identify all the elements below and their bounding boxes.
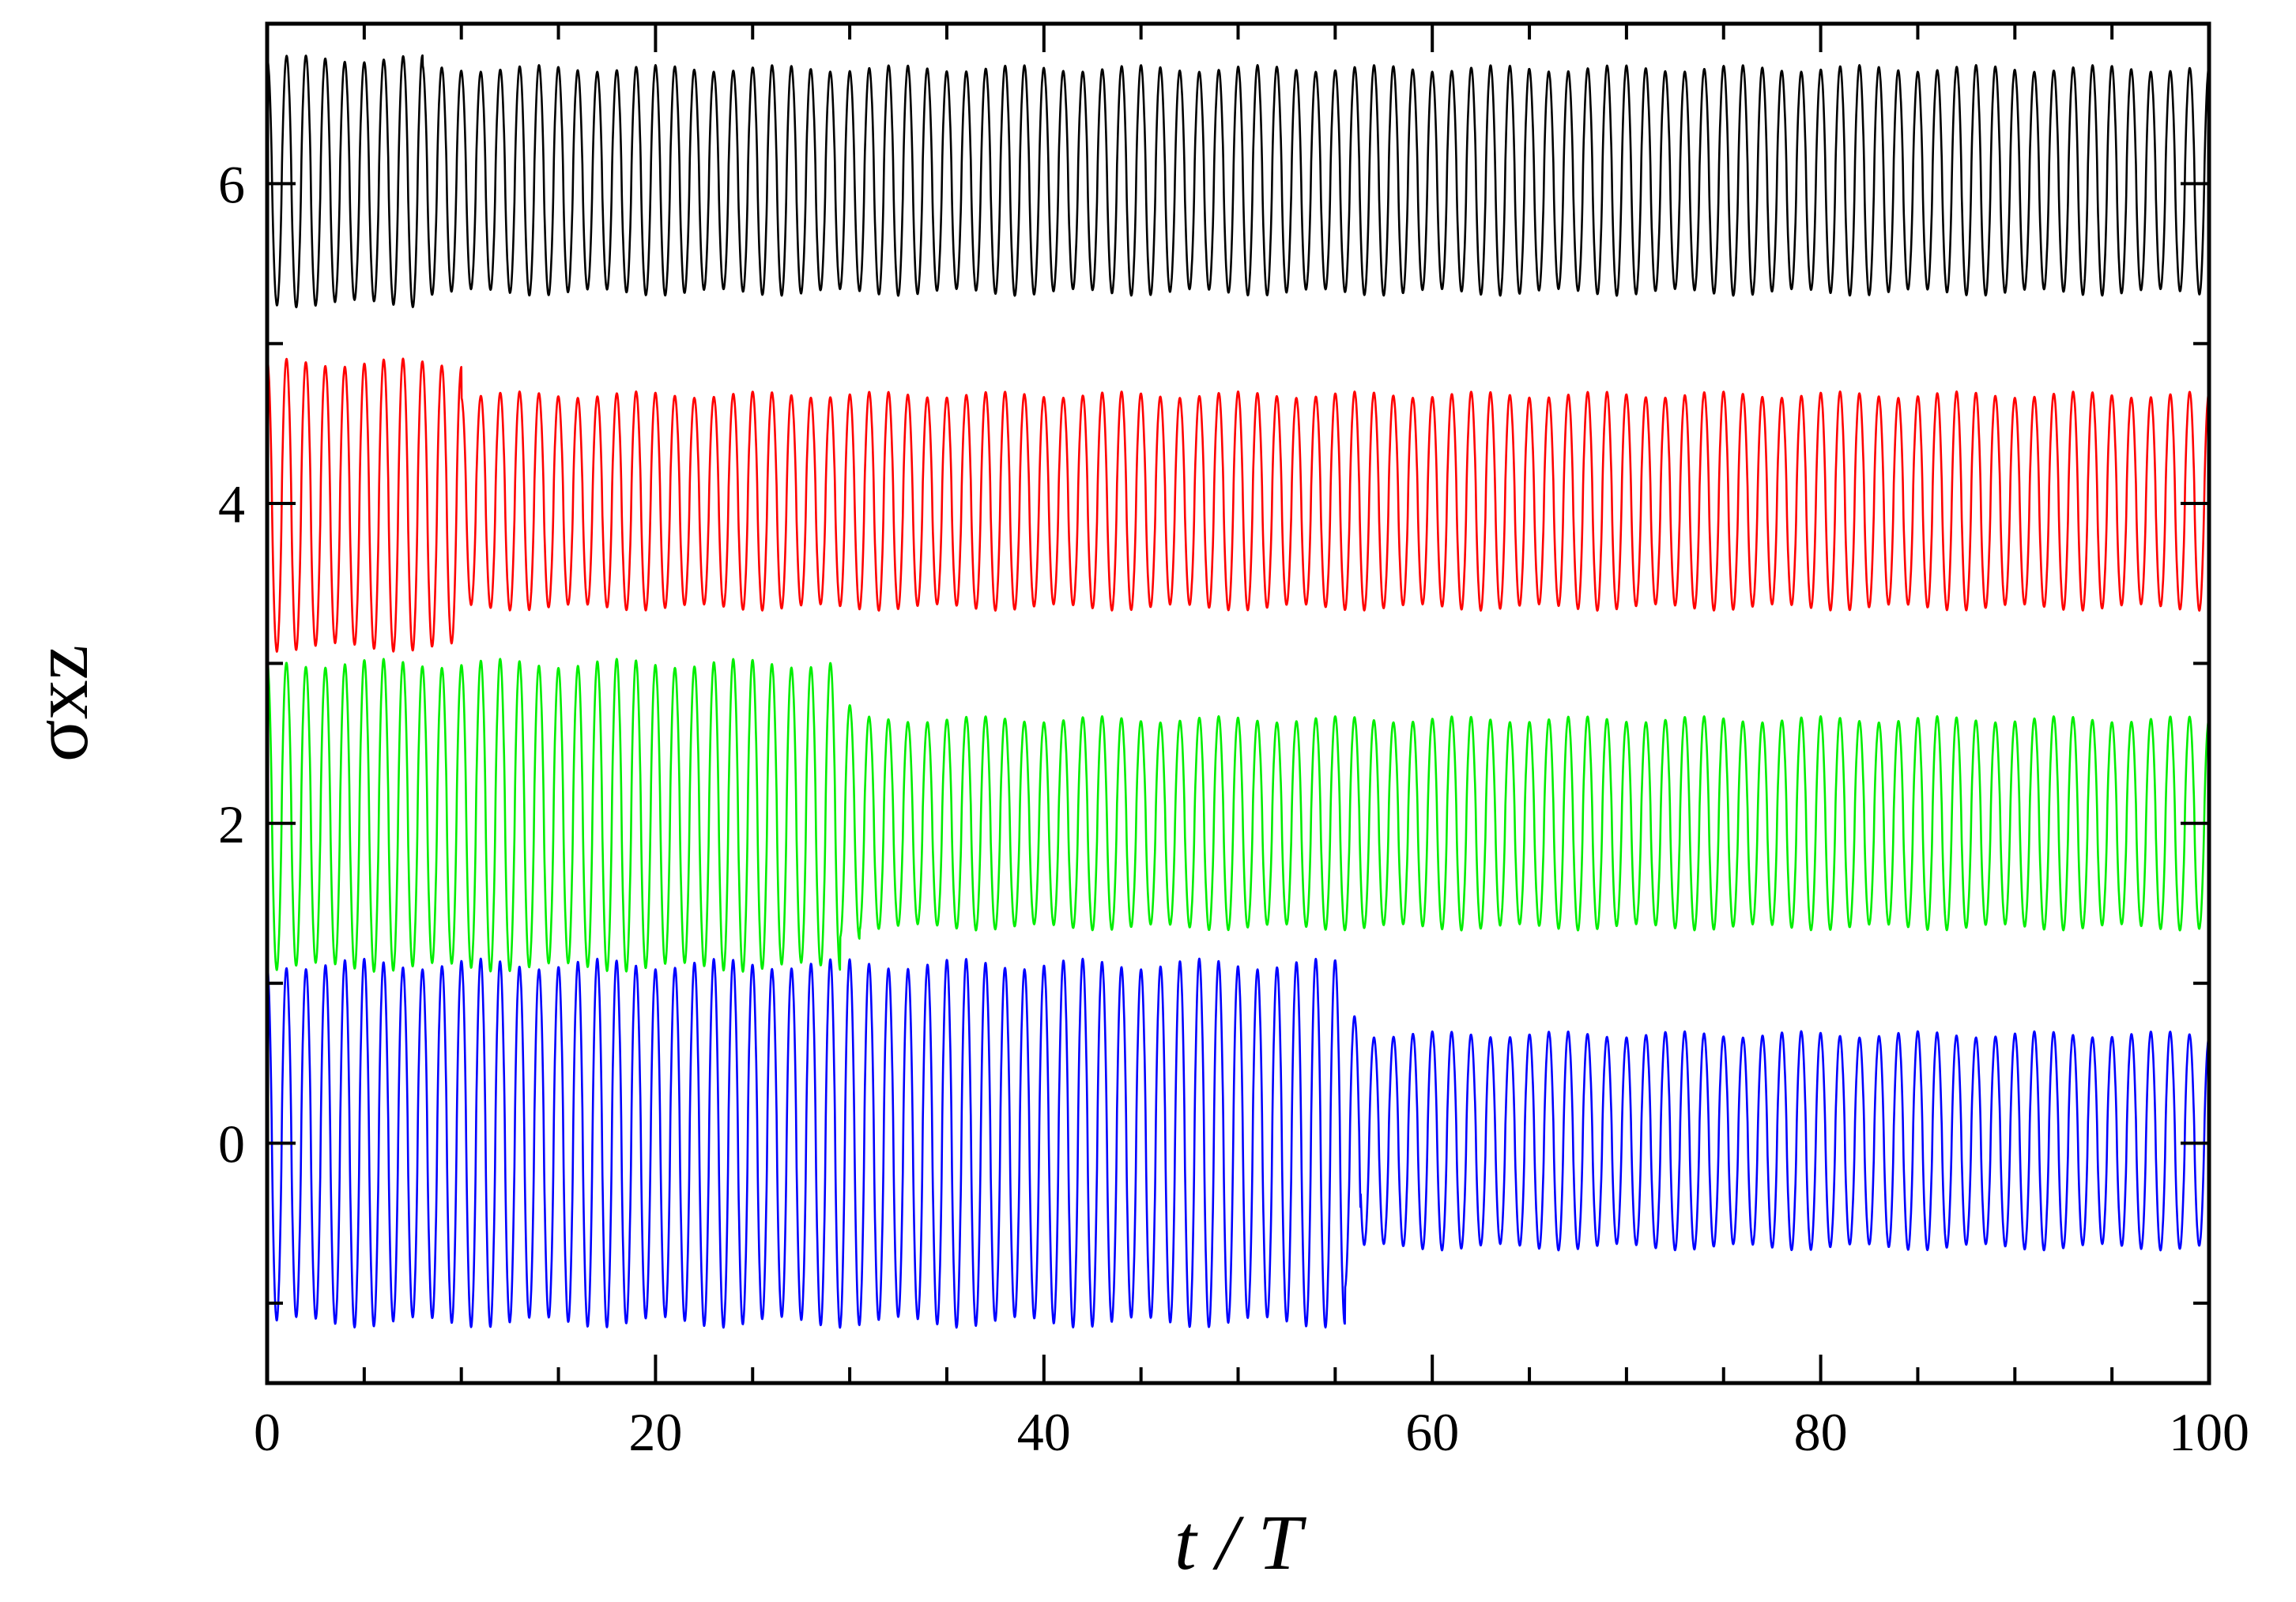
series-line-2 bbox=[266, 357, 2210, 653]
x-tick-label: 80 bbox=[1794, 1402, 1848, 1462]
series-line-3 bbox=[266, 658, 2210, 973]
y-tick-label: 4 bbox=[218, 474, 245, 534]
series-layer bbox=[266, 54, 2211, 1329]
tick-labels: 0 20 40 60 80 100 0 2 4 6 bbox=[218, 154, 2249, 1462]
x-tick-label: 100 bbox=[2169, 1402, 2249, 1462]
ticks-layer bbox=[266, 24, 2211, 1383]
y-axis-title: σxz bbox=[17, 645, 104, 762]
x-axis-title: t / T bbox=[1174, 1498, 1307, 1586]
x-tick-label: 40 bbox=[1017, 1402, 1071, 1462]
y-tick-label: 0 bbox=[218, 1114, 245, 1174]
x-tick-label: 60 bbox=[1405, 1402, 1459, 1462]
series-line-1 bbox=[266, 54, 2211, 309]
y-tick-label: 2 bbox=[218, 794, 245, 854]
series-line-4 bbox=[266, 957, 2210, 1329]
plot-frame bbox=[265, 21, 2211, 1385]
y-tick-label: 6 bbox=[218, 154, 245, 214]
x-tick-label: 20 bbox=[628, 1402, 682, 1462]
x-tick-label: 0 bbox=[254, 1402, 281, 1462]
